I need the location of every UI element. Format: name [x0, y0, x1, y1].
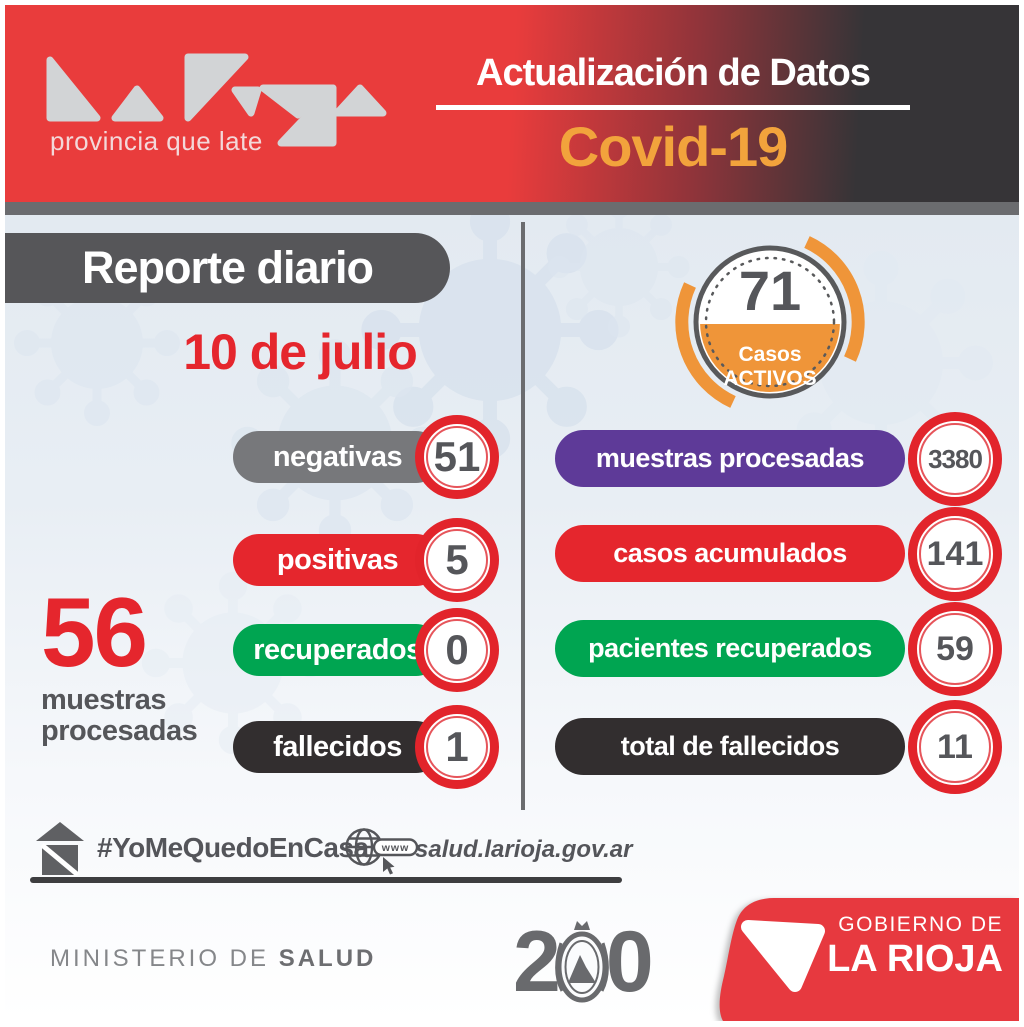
digit-0: 0 [605, 914, 654, 1010]
samples-label-line1: muestras [41, 684, 166, 717]
stat-value-badge: 11 [908, 700, 1002, 794]
stat-value: 51 [433, 433, 481, 480]
active-cases-value: 71 [739, 259, 801, 322]
total-row-fallecidos: total de fallecidos 11 [555, 700, 1002, 794]
la-rioja-triangle-icon [741, 920, 825, 992]
stat-label: casos acumulados [613, 538, 847, 568]
ministry-regular: MINISTERIO DE [50, 945, 279, 972]
globe-www-icon: www [345, 828, 419, 875]
total-row-acumulados: casos acumulados 141 [555, 507, 1002, 601]
header-divider-strip [5, 202, 1019, 215]
stat-pill: pacientes recuperados [555, 620, 905, 677]
stat-row-positivas: positivas 5 [233, 518, 499, 602]
stat-pill: negativas [233, 431, 442, 483]
stat-value: 5 [445, 536, 469, 583]
government-line2: LA RIOJA [827, 938, 1003, 980]
stat-label: total de fallecidos [620, 731, 840, 761]
stat-pill: muestras procesadas [555, 430, 905, 487]
bicentennial-200-logo: 2 0 [513, 914, 654, 1010]
footer-divider-line [30, 877, 622, 883]
stat-value-badge: 1 [415, 705, 499, 789]
samples-total-block: 56 muestras procesadas [41, 577, 198, 748]
stat-value: 11 [937, 727, 973, 766]
column-divider [521, 222, 525, 810]
report-date: 10 de julio [183, 324, 418, 380]
stat-value: 3380 [928, 443, 983, 474]
stat-label: recuperados [253, 633, 422, 666]
logo-tagline: provincia que late [50, 126, 263, 156]
stay-home-hashtag: #YoMeQuedoEnCasa [97, 832, 369, 863]
stat-label: pacientes recuperados [588, 633, 872, 663]
active-cases-label2: ACTIVOS [723, 367, 816, 390]
stat-value: 141 [926, 534, 984, 573]
title-underline [436, 105, 910, 110]
stat-label: positivas [276, 543, 399, 576]
stat-value-badge: 59 [908, 602, 1002, 696]
cursor-icon [383, 857, 395, 875]
government-ribbon: GOBIERNO DE LA RIOJA [708, 891, 1019, 1021]
stat-pill: positivas [233, 534, 442, 586]
stat-value-badge: 141 [908, 507, 1002, 601]
ministry-bold: SALUD [278, 945, 377, 972]
stat-pill: fallecidos [233, 721, 442, 773]
stat-pill: recuperados [233, 624, 442, 676]
active-cases-label1: Casos [738, 343, 801, 366]
stat-value-badge: 0 [415, 608, 499, 692]
government-line1: GOBIERNO DE [838, 913, 1003, 936]
samples-total-label: muestras procesadas [41, 684, 198, 748]
government-title: GOBIERNO DE LA RIOJA [827, 913, 1003, 981]
infographic-card: provincia que late Actualización de Dato… [5, 5, 1019, 1021]
bicentennial-crest-icon [554, 921, 609, 1003]
total-row-recuperados: pacientes recuperados 59 [555, 602, 1002, 696]
active-cases-badge: 71 Casos ACTIVOS [675, 236, 865, 408]
website-link[interactable]: salud.larioja.gov.ar [415, 836, 633, 863]
stat-value: 0 [445, 626, 469, 673]
header-banner: provincia que late Actualización de Dato… [5, 5, 1019, 202]
stat-pill: total de fallecidos [555, 718, 905, 775]
stat-value-badge: 3380 [908, 412, 1002, 506]
stat-row-recuperados: recuperados 0 [233, 608, 499, 692]
stat-value-badge: 5 [415, 518, 499, 602]
www-label: www [381, 842, 410, 854]
report-title: Reporte diario [5, 233, 450, 303]
samples-total-value: 56 [41, 577, 148, 687]
stat-row-fallecidos: fallecidos 1 [233, 705, 499, 789]
header-title-block: Actualización de Datos Covid-19 [433, 50, 913, 177]
page-title: Actualización de Datos [476, 52, 871, 94]
covid-subtitle: Covid-19 [558, 115, 789, 178]
total-row-muestras: muestras procesadas 3380 [555, 412, 1002, 506]
ministry-title: MINISTERIO DE SALUD [50, 945, 376, 973]
stat-label: muestras procesadas [595, 443, 865, 473]
stat-value: 59 [936, 629, 974, 668]
stat-label: fallecidos [273, 730, 402, 763]
ribbon-shape [719, 898, 1019, 1021]
stat-value-badge: 51 [415, 415, 499, 499]
stat-pill: casos acumulados [555, 525, 905, 582]
digit-2: 2 [513, 914, 561, 1010]
stat-label: negativas [272, 440, 403, 473]
stat-row-negativas: negativas 51 [233, 415, 499, 499]
la-rioja-triangles-logo [46, 53, 387, 147]
samples-label-line2: procesadas [41, 715, 198, 748]
stat-value: 1 [445, 723, 469, 770]
stay-home-house-icon [36, 822, 84, 876]
